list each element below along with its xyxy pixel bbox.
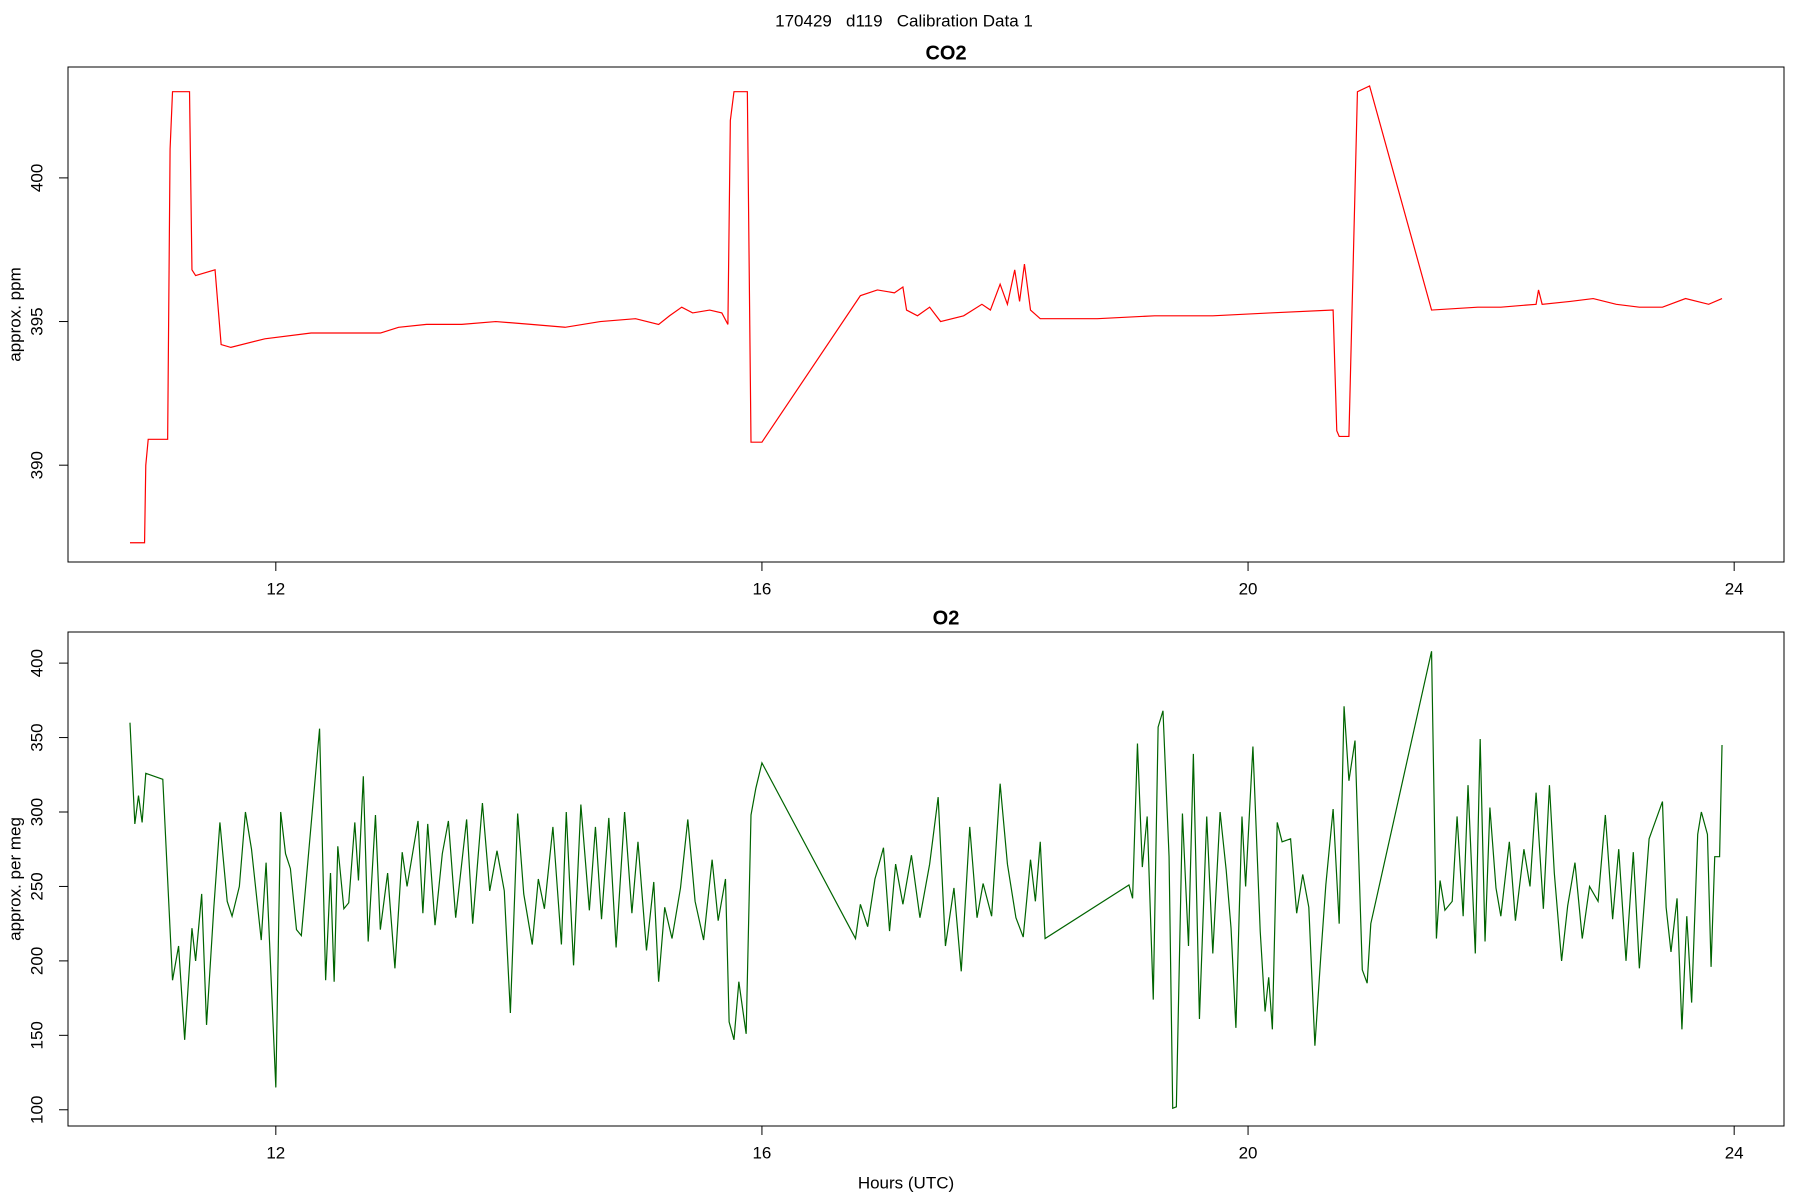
x-tick-label: 20 (1239, 579, 1258, 598)
x-tick-label: 12 (266, 579, 285, 598)
x-axis-label: Hours (UTC) (858, 1173, 954, 1192)
x-tick-label: 16 (752, 579, 771, 598)
figure-title: 170429 d119 Calibration Data 1 (775, 11, 1033, 30)
y-tick-label: 390 (27, 451, 46, 479)
x-tick-label: 24 (1725, 579, 1744, 598)
plot-frame (67, 631, 1785, 1127)
y-axis-label: approx. ppm (5, 267, 24, 362)
y-tick-label: 350 (27, 723, 46, 751)
x-tick-label: 24 (1725, 1143, 1744, 1162)
data-line (129, 651, 1723, 1110)
y-tick-label: 400 (27, 649, 46, 677)
y-tick-label: 150 (27, 1021, 46, 1049)
chart-title: O2 (933, 607, 960, 629)
y-tick-label: 395 (27, 307, 46, 335)
y-tick-label: 250 (27, 872, 46, 900)
x-tick-label: 20 (1239, 1143, 1258, 1162)
y-tick-label: 100 (27, 1096, 46, 1124)
chart-title: CO2 (925, 42, 966, 64)
data-line (129, 85, 1723, 544)
y-tick-label: 400 (27, 164, 46, 192)
x-tick-label: 12 (266, 1143, 285, 1162)
y-tick-label: 300 (27, 798, 46, 826)
x-tick-label: 16 (752, 1143, 771, 1162)
y-axis-label: approx. per meg (5, 817, 24, 941)
plot-frame (67, 66, 1785, 563)
y-tick-label: 200 (27, 947, 46, 975)
